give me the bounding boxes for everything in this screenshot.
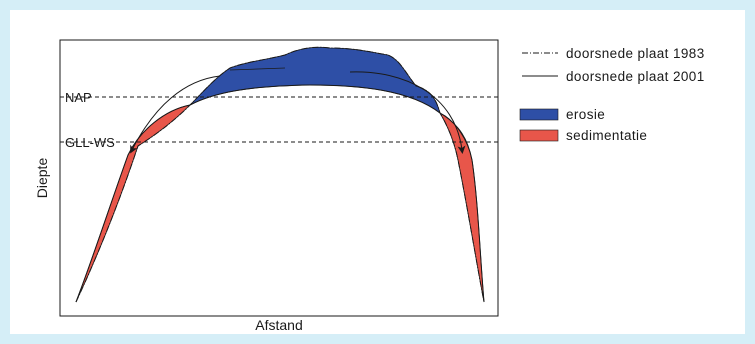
- legend-label-1983: doorsnede plaat 1983: [566, 46, 705, 61]
- figure-card: NAP GLL-WS Diepte Afstand doorsnede plaa…: [10, 10, 745, 334]
- erosion-area: [189, 46, 441, 115]
- legend-swatch-erosion: [519, 108, 559, 121]
- legend-label-2001: doorsnede plaat 2001: [566, 69, 705, 84]
- profile-line-1983: [75, 46, 485, 303]
- legend-label-erosion: erosie: [566, 107, 605, 122]
- x-axis-label: Afstand: [255, 317, 302, 333]
- legend: doorsnede plaat 1983 doorsnede plaat 200…: [519, 46, 705, 143]
- legend-swatch-sedimentation: [519, 129, 559, 142]
- gll-ws-label: GLL-WS: [65, 135, 115, 150]
- cross-section-diagram: NAP GLL-WS Diepte Afstand doorsnede plaa…: [34, 39, 705, 333]
- shift-arrow-left: [130, 75, 221, 154]
- y-axis-label: Diepte: [34, 158, 50, 199]
- plot-frame: [59, 39, 499, 317]
- shift-arrow-top: [229, 67, 286, 71]
- legend-label-sedimentation: sedimentatie: [566, 128, 647, 143]
- profile-line-2001: [75, 84, 485, 303]
- nap-label: NAP: [65, 90, 92, 105]
- shift-arrow-right: [349, 71, 466, 154]
